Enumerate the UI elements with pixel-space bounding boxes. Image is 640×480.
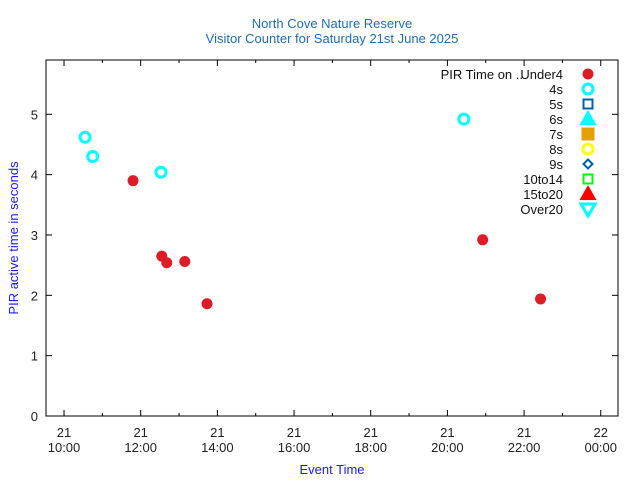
y-tick-label: 3 xyxy=(31,228,38,243)
legend-label: Under4 xyxy=(520,67,563,82)
x-tick-time: 20:00 xyxy=(431,440,464,455)
data-points xyxy=(78,112,547,310)
data-point-4s xyxy=(154,165,168,179)
legend-label: 5s xyxy=(549,97,563,112)
x-tick-date: 21 xyxy=(287,425,301,440)
data-point-under4 xyxy=(477,234,489,246)
legend-marker-6s xyxy=(579,110,597,125)
legend: PIR Time on ..Under44s5s6s7s8s9s10to1415… xyxy=(441,67,598,219)
x-tick-time: 16:00 xyxy=(278,440,311,455)
y-tick-label: 1 xyxy=(31,349,38,364)
data-point-under4 xyxy=(201,298,213,310)
plot-frame xyxy=(45,59,619,417)
legend-marker-4s xyxy=(581,82,595,96)
legend-marker-10to14 xyxy=(582,173,594,185)
y-axis-label: PIR active time in seconds xyxy=(6,161,21,315)
x-tick-time: 00:00 xyxy=(584,440,617,455)
data-point-under4 xyxy=(127,175,139,187)
legend-label: 10to14 xyxy=(523,172,563,187)
y-tick-label: 0 xyxy=(31,409,38,424)
legend-marker-15to20 xyxy=(579,185,597,200)
y-tick-label: 5 xyxy=(31,107,38,122)
legend-label: 9s xyxy=(549,157,563,172)
x-tick-time: 14:00 xyxy=(201,440,234,455)
data-point-under4 xyxy=(179,256,191,268)
x-axis-label: Event Time xyxy=(299,462,364,477)
x-tick-time: 12:00 xyxy=(124,440,157,455)
legend-label: 4s xyxy=(549,82,563,97)
data-point-under4 xyxy=(161,257,173,269)
legend-label: Over20 xyxy=(520,202,563,217)
x-tick-time: 10:00 xyxy=(48,440,81,455)
legend-marker-8s xyxy=(581,142,595,156)
data-point-4s xyxy=(86,150,100,164)
x-tick-date: 21 xyxy=(440,425,454,440)
x-tick-date: 21 xyxy=(210,425,224,440)
y-tick-label: 4 xyxy=(31,168,38,183)
legend-marker-over20 xyxy=(578,202,598,219)
legend-marker-5s xyxy=(582,98,594,110)
data-point-4s xyxy=(78,130,92,144)
legend-marker-9s xyxy=(582,158,594,170)
legend-marker-under4 xyxy=(582,68,594,80)
x-tick-date: 22 xyxy=(594,425,608,440)
legend-label: 15to20 xyxy=(523,187,563,202)
chart-title: North Cove Nature Reserve xyxy=(252,16,412,31)
y-tick-label: 2 xyxy=(31,288,38,303)
chart-subtitle: Visitor Counter for Saturday 21st June 2… xyxy=(206,31,459,46)
x-tick-date: 21 xyxy=(363,425,377,440)
data-point-4s xyxy=(457,112,471,126)
legend-title: PIR Time on .. xyxy=(441,67,523,82)
data-point-under4 xyxy=(535,293,547,305)
legend-label: 8s xyxy=(549,142,563,157)
x-tick-date: 21 xyxy=(57,425,71,440)
axes: 0123452110:002112:002114:002116:002118:0… xyxy=(31,59,619,455)
x-tick-date: 21 xyxy=(133,425,147,440)
x-tick-time: 22:00 xyxy=(508,440,541,455)
legend-marker-7s xyxy=(581,127,595,141)
x-tick-date: 21 xyxy=(517,425,531,440)
legend-label: 7s xyxy=(549,127,563,142)
x-tick-time: 18:00 xyxy=(354,440,387,455)
legend-label: 6s xyxy=(549,112,563,127)
